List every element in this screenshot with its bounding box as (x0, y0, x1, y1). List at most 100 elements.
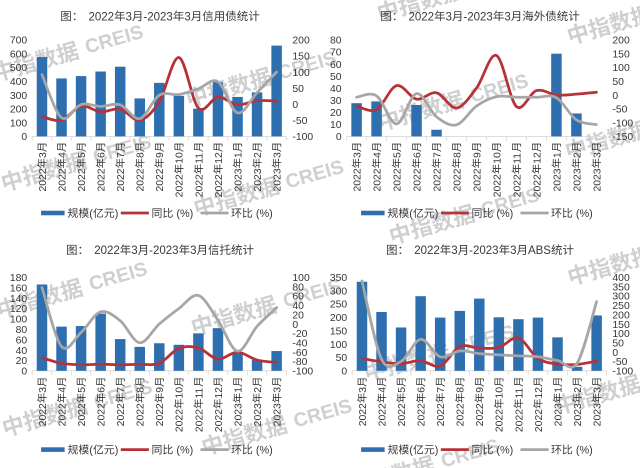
svg-text:-50: -50 (612, 357, 627, 368)
svg-text:1: 1 (233, 152, 244, 158)
svg-text:2022: 2022 (38, 168, 49, 191)
svg-text:8: 8 (456, 387, 467, 393)
svg-text:200: 200 (612, 36, 630, 47)
svg-text:9: 9 (155, 387, 166, 393)
svg-text:-2023: -2023 (469, 245, 498, 257)
svg-text:200: 200 (292, 36, 310, 47)
svg-text:2022: 2022 (436, 403, 447, 426)
svg-text:40: 40 (292, 301, 304, 312)
svg-text:2022: 2022 (116, 168, 127, 191)
svg-text:2022: 2022 (358, 403, 369, 426)
svg-text:200: 200 (612, 310, 630, 321)
svg-text:(%): (%) (493, 445, 513, 457)
svg-text:3: 3 (184, 11, 190, 23)
svg-text:2: 2 (253, 387, 264, 393)
svg-text:2023: 2023 (253, 403, 264, 426)
svg-text:(: ( (409, 208, 413, 220)
svg-text:-2023: -2023 (149, 245, 178, 257)
svg-text:-2023: -2023 (463, 11, 492, 23)
svg-text:2022: 2022 (77, 403, 88, 426)
svg-text:3: 3 (126, 11, 132, 23)
svg-text:2022: 2022 (452, 168, 463, 191)
svg-text:0: 0 (292, 100, 298, 111)
svg-text:(%): (%) (493, 208, 513, 220)
svg-text:2023: 2023 (572, 168, 583, 191)
svg-text:2022: 2022 (475, 403, 486, 426)
svg-text:2022: 2022 (155, 168, 166, 191)
svg-text:0: 0 (21, 367, 27, 378)
svg-text:140: 140 (10, 294, 28, 305)
svg-text:12: 12 (534, 387, 545, 399)
svg-text:6: 6 (96, 152, 107, 158)
svg-text:3: 3 (592, 387, 603, 393)
svg-text:2022: 2022 (94, 245, 120, 257)
svg-text:2022: 2022 (514, 409, 525, 432)
svg-text:2022: 2022 (214, 409, 225, 432)
svg-text:3: 3 (504, 11, 510, 23)
svg-text:5: 5 (392, 152, 403, 158)
svg-text:1: 1 (233, 387, 244, 393)
svg-text:10: 10 (330, 120, 342, 131)
svg-text:200: 200 (10, 105, 28, 116)
svg-text:100: 100 (612, 63, 630, 74)
svg-text:10: 10 (492, 152, 503, 164)
svg-text:3: 3 (38, 387, 49, 393)
svg-text:7: 7 (116, 387, 127, 393)
svg-text:8: 8 (136, 387, 147, 393)
svg-text:2023: 2023 (233, 403, 244, 426)
svg-text:0: 0 (341, 367, 347, 378)
svg-text:50: 50 (612, 77, 624, 88)
svg-text:50: 50 (292, 84, 304, 95)
svg-text:-40: -40 (292, 339, 307, 350)
svg-text:3: 3 (190, 245, 196, 257)
svg-text:500: 500 (10, 63, 28, 74)
svg-text:-150: -150 (612, 132, 633, 143)
svg-text:400: 400 (10, 77, 28, 88)
svg-text:2022: 2022 (416, 403, 427, 426)
svg-text:0: 0 (612, 348, 618, 359)
svg-text:2022: 2022 (175, 409, 186, 432)
svg-text:): ) (435, 208, 439, 220)
svg-text:2022: 2022 (57, 168, 68, 191)
svg-text:11: 11 (194, 153, 205, 164)
svg-text:2022: 2022 (534, 409, 545, 432)
svg-text:4: 4 (377, 387, 388, 393)
svg-text:150: 150 (330, 326, 348, 337)
svg-text:3: 3 (131, 245, 137, 257)
svg-text:3: 3 (272, 387, 283, 393)
svg-text:80: 80 (292, 282, 304, 293)
svg-text:2022: 2022 (414, 245, 440, 257)
svg-text:CREIS: CREIS (283, 156, 346, 194)
svg-text:50: 50 (612, 339, 624, 350)
svg-text:): ) (435, 445, 439, 457)
svg-text:250: 250 (330, 300, 348, 311)
svg-text:1: 1 (552, 152, 563, 158)
svg-text:2022: 2022 (175, 174, 186, 197)
svg-text:400: 400 (612, 273, 630, 284)
svg-text:7: 7 (116, 152, 127, 158)
svg-text:2022: 2022 (432, 168, 443, 191)
svg-text:-50: -50 (612, 105, 627, 116)
svg-text:2023: 2023 (552, 168, 563, 191)
svg-text:3: 3 (451, 245, 457, 257)
svg-text:0: 0 (292, 320, 298, 331)
svg-text:2022: 2022 (57, 403, 68, 426)
svg-text:9: 9 (155, 152, 166, 158)
svg-text:40: 40 (16, 346, 28, 357)
svg-text:4: 4 (57, 387, 68, 393)
svg-text:-100: -100 (612, 118, 633, 129)
svg-text:ABS: ABS (528, 245, 551, 257)
svg-text:2022: 2022 (392, 168, 403, 191)
svg-text:2022: 2022 (377, 403, 388, 426)
svg-text:3: 3 (272, 152, 283, 158)
svg-text:12: 12 (214, 152, 225, 164)
svg-text:2022: 2022 (136, 403, 147, 426)
svg-text:2022: 2022 (408, 11, 434, 23)
svg-text:60: 60 (16, 335, 28, 346)
svg-text:(: ( (409, 445, 413, 457)
svg-text:7: 7 (432, 152, 443, 158)
svg-text:2022: 2022 (194, 409, 205, 432)
svg-text:12: 12 (214, 387, 225, 399)
svg-text:3: 3 (510, 245, 516, 257)
svg-text:2023: 2023 (272, 168, 283, 191)
